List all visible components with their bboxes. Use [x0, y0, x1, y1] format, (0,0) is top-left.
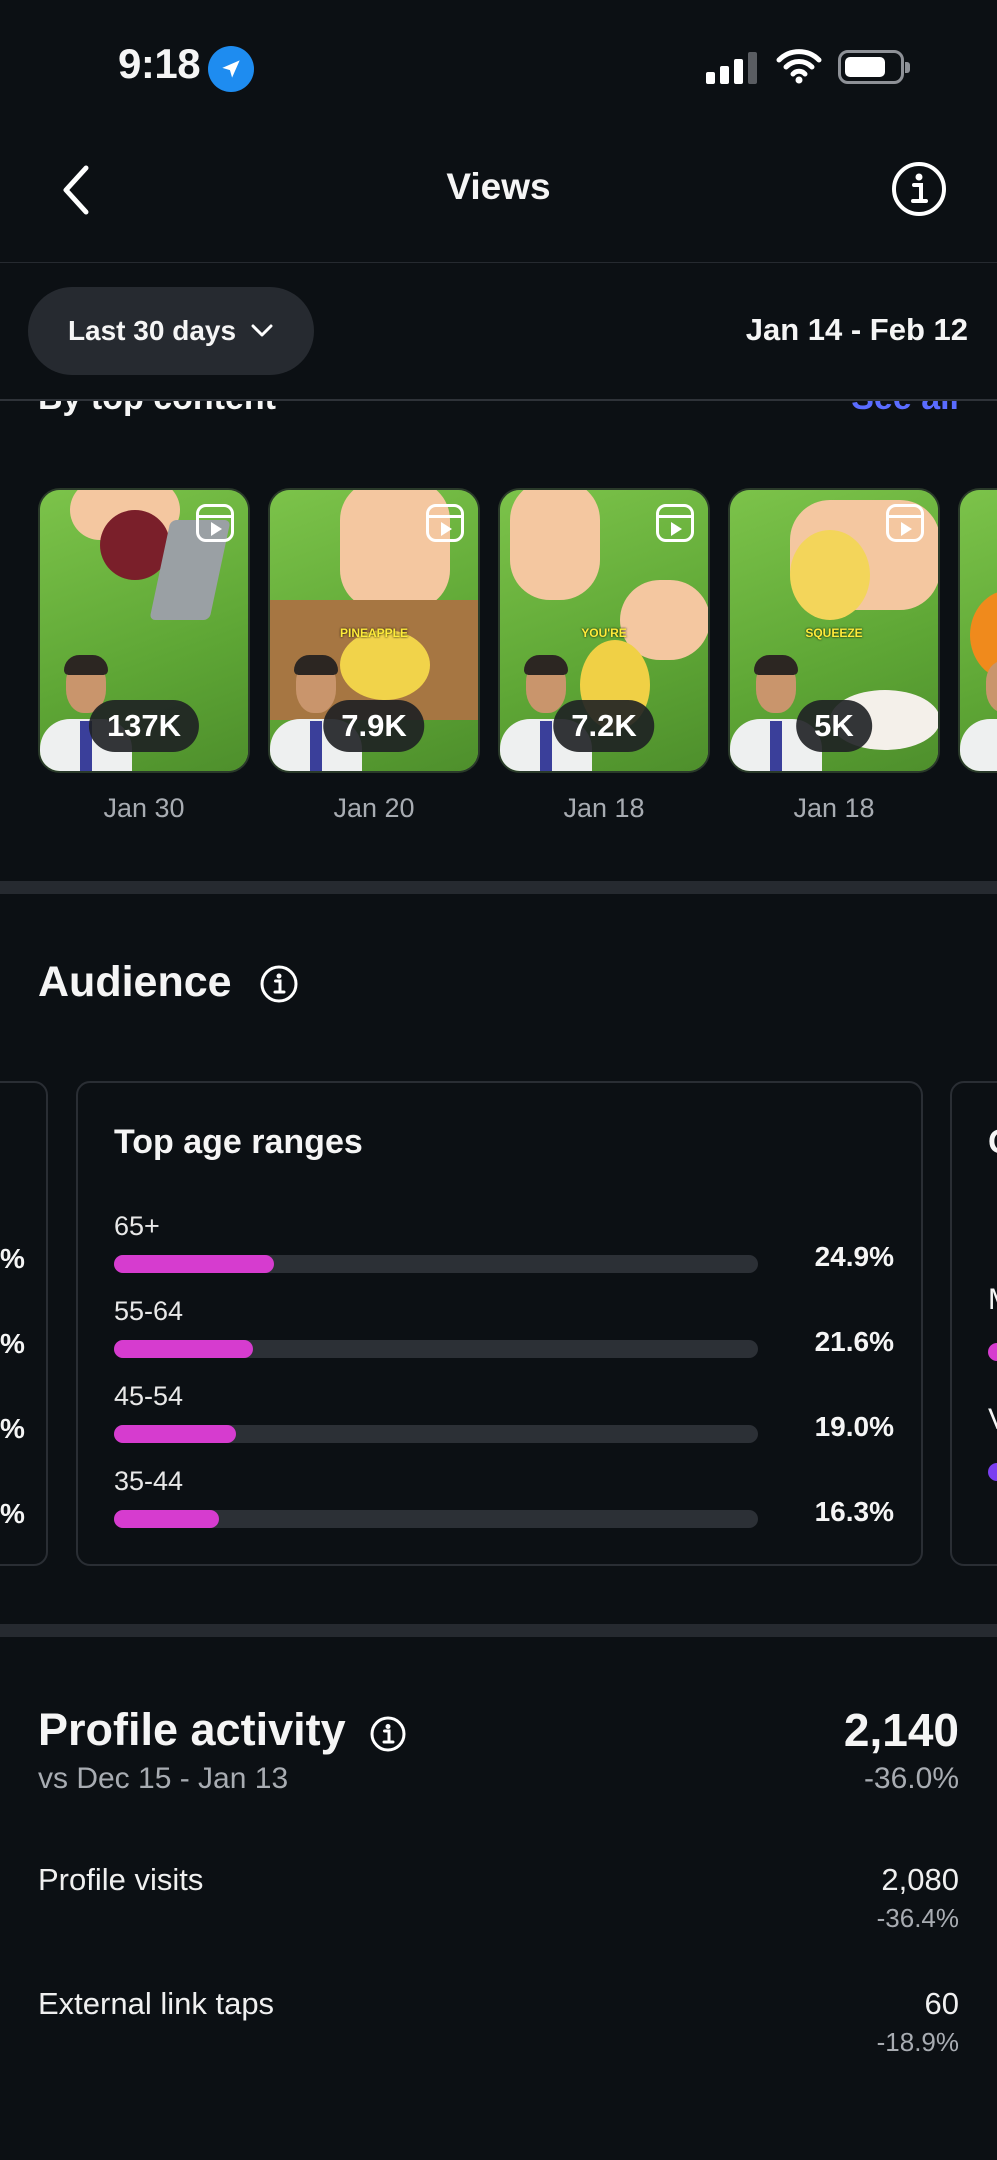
card-title-partial: G [988, 1123, 997, 1162]
thumbnail-caption: SQUEEZE [805, 626, 863, 640]
battery-icon [838, 50, 910, 84]
status-time: 9:18 [118, 40, 201, 87]
wifi-icon [776, 49, 822, 84]
thumbnail-views: 5K [796, 700, 872, 752]
audience-card-next[interactable]: G M V [950, 1081, 997, 1566]
metric-change: -18.9% [876, 2027, 959, 2057]
date-range-text: Jan 14 - Feb 12 [745, 312, 968, 347]
thumbnail-views: 137K [88, 700, 200, 752]
section-separator [0, 1624, 997, 1637]
age-bar-track [114, 1510, 758, 1528]
card-title: Top age ranges [114, 1123, 363, 1161]
content-thumbnail-partial[interactable] [958, 488, 997, 773]
age-bar-fill [114, 1510, 219, 1528]
age-percent: 21.6% [814, 1326, 894, 1357]
age-percent: 19.0% [814, 1411, 894, 1442]
reel-icon [886, 504, 924, 542]
thumbnail-views: 7.9K [323, 700, 425, 752]
thumbnail-views: 7.2K [553, 700, 655, 752]
info-icon[interactable] [259, 964, 299, 1004]
content-thumbnail[interactable]: YOU'RE 7.2K [498, 488, 710, 773]
thumbnail-caption: YOU'RE [581, 626, 627, 640]
date-range-dropdown[interactable]: Last 30 days [28, 287, 314, 375]
back-chevron-icon[interactable] [56, 160, 116, 220]
location-arrow-icon [208, 46, 254, 92]
see-all-link[interactable]: See all [851, 401, 959, 418]
audience-card-previous[interactable]: % % % % [0, 1081, 48, 1566]
date-range-dropdown-label: Last 30 days [67, 315, 237, 346]
top-content-carousel[interactable]: 137K Jan 30 PINEAPPLE 7.9K Jan 20 YOU'RE… [0, 488, 997, 828]
comparison-period: vs Dec 15 - Jan 13 [38, 1762, 289, 1795]
profile-activity-change: -36.0% [863, 1762, 959, 1795]
content-thumbnail[interactable]: PINEAPPLE 7.9K [268, 488, 480, 773]
info-icon[interactable] [369, 1715, 407, 1753]
content-thumbnail[interactable]: SQUEEZE 5K [728, 488, 940, 773]
cellular-signal-icon [706, 50, 758, 84]
age-label: 55-64 [114, 1296, 184, 1326]
top-content-header: By top content See all [0, 401, 997, 431]
header-divider [0, 262, 997, 263]
thumbnail-caption: PINEAPPLE [339, 626, 408, 640]
edge-percent: % [0, 1498, 25, 1529]
edge-percent: % [0, 1243, 25, 1274]
gender-bar-fill [988, 1463, 997, 1481]
page-title: Views [446, 166, 551, 207]
thumbnail-date: Jan 18 [793, 793, 875, 823]
age-bar-fill [114, 1425, 237, 1443]
presenter-image [500, 653, 592, 771]
section-separator [0, 881, 997, 894]
thumbnail-date: Jan 20 [333, 793, 415, 823]
age-label: 45-54 [114, 1381, 184, 1411]
metric-label: Profile visits [38, 1862, 204, 1897]
age-ranges-card[interactable]: Top age ranges 65+ 24.9% 55-64 21.6% 45-… [76, 1081, 923, 1566]
profile-activity-title: Profile activity [38, 1704, 346, 1755]
age-bar-track [114, 1340, 758, 1358]
reel-icon [656, 504, 694, 542]
age-label: 35-44 [114, 1466, 184, 1496]
thumbnail-date: Jan 30 [103, 793, 185, 823]
filter-divider [0, 399, 997, 401]
presenter-image [270, 653, 362, 771]
top-content-heading: By top content [38, 401, 276, 418]
info-icon[interactable] [890, 160, 948, 218]
metric-change: -36.4% [876, 1903, 959, 1933]
gender-label-partial: V [988, 1403, 997, 1437]
age-bar-fill [114, 1255, 275, 1273]
metric-label: External link taps [38, 1986, 275, 2021]
gender-bar-fill [988, 1343, 997, 1361]
age-bar-fill [114, 1340, 254, 1358]
age-bar-track [114, 1255, 758, 1273]
metric-value: 2,080 [881, 1862, 959, 1897]
metric-value: 60 [924, 1986, 959, 2021]
reel-icon [196, 504, 234, 542]
audience-title: Audience [38, 958, 232, 1006]
gender-label-partial: M [988, 1283, 997, 1317]
content-thumbnail[interactable]: 137K [38, 488, 250, 773]
reel-icon [426, 504, 464, 542]
chevron-down-icon [251, 324, 273, 337]
profile-activity-total: 2,140 [843, 1704, 959, 1756]
age-label: 65+ [114, 1211, 160, 1241]
presenter-image [960, 653, 997, 771]
age-row: 65+ 24.9% [114, 1211, 894, 1273]
edge-percent: % [0, 1413, 25, 1444]
age-percent: 16.3% [814, 1496, 894, 1527]
age-row: 35-44 16.3% [114, 1466, 894, 1528]
edge-percent: % [0, 1328, 25, 1359]
age-percent: 24.9% [814, 1241, 894, 1272]
thumbnail-date: Jan 18 [563, 793, 645, 823]
age-row: 45-54 19.0% [114, 1381, 894, 1443]
age-row: 55-64 21.6% [114, 1296, 894, 1358]
age-bar-track [114, 1425, 758, 1443]
